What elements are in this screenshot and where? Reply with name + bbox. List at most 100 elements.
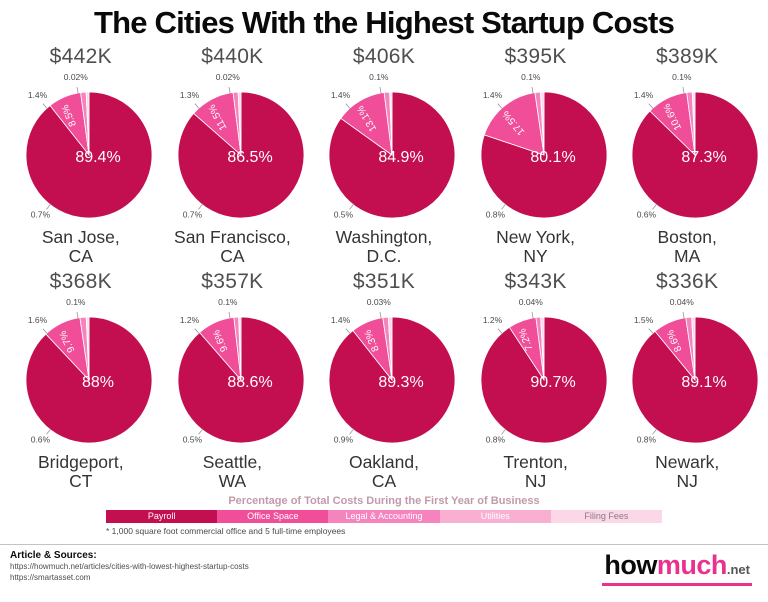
payroll-value-label: 89.3% — [379, 374, 424, 391]
filing-fees-value-label: 0.5% — [334, 209, 354, 219]
legend-segment-payroll: Payroll — [106, 509, 218, 523]
label-tick — [349, 203, 355, 210]
pie-cell: $357K 88.6% 9.6% 1.2% 0.1% 0.5% Seattle, WA — [157, 266, 309, 491]
filing-fees-value-label: 0.9% — [334, 434, 354, 444]
payroll-value-label: 86.5% — [227, 149, 272, 166]
utilities-value-label: 0.04% — [519, 297, 544, 307]
pie-cell: $343K 90.7% 7.2% 1.2% 0.04% 0.8% Trenton, NJ — [460, 266, 612, 491]
pie-slice-filing-fees — [388, 316, 393, 380]
legal-accounting-value-label: 1.4% — [331, 90, 351, 100]
legend-bar: Payroll Office Space Legal & Accounting Uti… — [106, 509, 663, 523]
payroll-value-label: 88.6% — [227, 374, 272, 391]
utilities-value-label: 0.1% — [521, 72, 541, 82]
filing-fees-value-label: 0.7% — [182, 209, 202, 219]
utilities-value-label: 0.1% — [218, 297, 238, 307]
pie-chart: 84.9%13.1%1.4%0.1%0.5% — [328, 72, 456, 219]
filing-fees-value-label: 0.8% — [485, 209, 505, 219]
legal-accounting-value-label: 1.6% — [28, 315, 48, 325]
payroll-value-label: 87.3% — [682, 149, 727, 166]
label-tick — [349, 428, 355, 435]
city-name: Trenton, NJ — [503, 451, 568, 491]
pie-cell: $368K 88% 9.7% 1.6% 0.1% 0.6% Bridgeport, CT — [5, 266, 157, 491]
label-tick — [197, 428, 203, 435]
source-link[interactable]: https://howmuch.net/articles/cities-with… — [10, 561, 249, 571]
total-cost-label: $406K — [352, 45, 416, 68]
pie-cell: $389K 87.3% 10.6% 1.4% 0.1% 0.6% Boston, MA — [611, 41, 763, 266]
total-cost-label: $389K — [656, 45, 719, 68]
city-name: Seattle, WA — [202, 451, 263, 491]
city-name: Newark, NJ — [655, 451, 720, 491]
filing-fees-value-label: 0.6% — [31, 434, 51, 444]
label-tick — [531, 86, 534, 94]
city-name: Washington, D.C. — [335, 227, 433, 266]
payroll-value-label: 80.1% — [530, 149, 575, 166]
logo-part-much: much — [656, 549, 728, 580]
total-cost-label: $440K — [201, 45, 264, 68]
payroll-value-label: 89.1% — [682, 374, 727, 391]
pie-chart: 88.6%9.6%1.2%0.1%0.5% — [177, 297, 304, 444]
legal-accounting-value-label: 1.4% — [483, 90, 503, 100]
legal-accounting-value-label: 1.4% — [28, 90, 48, 100]
legal-accounting-value-label: 1.3% — [179, 90, 199, 100]
label-tick — [682, 86, 685, 94]
utilities-value-label: 0.04% — [670, 297, 695, 307]
pie-slice-filing-fees — [692, 91, 696, 156]
pie-slice-filing-fees — [389, 91, 393, 156]
pie-slice-filing-fees — [540, 91, 545, 156]
footnote: * 1,000 square foot commercial office an… — [106, 525, 346, 536]
total-cost-label: $357K — [201, 269, 264, 293]
pie-chart: 86.5%11.5%1.3%0.02%0.7% — [177, 72, 304, 219]
label-tick — [345, 328, 351, 334]
label-tick — [345, 103, 351, 110]
logo-part-how: how — [604, 549, 657, 580]
pie-grid: $442K 89.4% 8.5% 1.4% 0.02% 0.7% San Jose, CA $4… — [0, 41, 768, 491]
city-name: New York, NY — [496, 227, 575, 266]
payroll-value-label: 90.7% — [530, 374, 575, 391]
sources-list: https://howmuch.net/articles/cities-with… — [10, 561, 249, 584]
label-tick — [497, 103, 503, 110]
infographic: The Cities With the Highest Startup Cost… — [0, 5, 768, 586]
label-tick — [652, 203, 658, 210]
legend-title: Percentage of Total Costs During the Fir… — [228, 494, 540, 507]
pie-chart: 88%9.7%1.6%0.1%0.6% — [25, 297, 153, 444]
label-tick — [648, 328, 655, 334]
pie-chart: 89.4%8.5%1.4%0.02%0.7% — [25, 72, 153, 219]
label-tick — [228, 311, 231, 319]
pie-chart: 80.1%17.5%1.4%0.1%0.8% — [480, 72, 608, 219]
label-tick — [46, 428, 52, 435]
total-cost-label: $336K — [656, 269, 719, 293]
legend-segment-filing-fees: Filing Fees — [550, 509, 663, 523]
pie-slice-filing-fees — [85, 91, 90, 156]
label-tick — [228, 86, 231, 94]
sources-block: Article & Sources: https://howmuch.net/a… — [10, 550, 249, 584]
page-title: The Cities With the Highest Startup Cost… — [93, 5, 675, 40]
filing-fees-value-label: 0.5% — [182, 434, 202, 444]
filing-fees-value-label: 0.7% — [31, 209, 51, 219]
filing-fees-value-label: 0.8% — [637, 434, 657, 444]
legal-accounting-value-label: 1.4% — [331, 315, 351, 325]
utilities-value-label: 0.02% — [64, 72, 89, 82]
source-link[interactable]: https://smartasset.com — [10, 573, 91, 583]
label-tick — [379, 311, 382, 319]
pie-cell: $406K 84.9% 13.1% 1.4% 0.1% 0.5% Washington, D.… — [308, 41, 460, 266]
pie-slice-filing-fees — [691, 316, 696, 380]
payroll-value-label: 88% — [82, 374, 114, 391]
label-tick — [194, 328, 200, 334]
city-name: Bridgeport, CT — [37, 451, 124, 491]
legend-segment-legal-accounting: Legal & Accounting — [328, 509, 440, 523]
pie-cell: $442K 89.4% 8.5% 1.4% 0.02% 0.7% San Jose, CA — [5, 41, 157, 266]
filing-fees-value-label: 0.8% — [485, 434, 505, 444]
logo-wordmark: howmuch — [604, 550, 727, 580]
pie-chart: 89.3%8.3%1.4%0.03%0.9% — [328, 297, 456, 444]
howmuch-logo[interactable]: howmuch.net — [602, 550, 752, 586]
label-tick — [197, 203, 203, 210]
label-tick — [500, 428, 506, 435]
utilities-value-label: 0.02% — [215, 72, 240, 82]
pie-cell: $395K 80.1% 17.5% 1.4% 0.1% 0.8% New York, NY — [460, 41, 612, 266]
pie-chart: 90.7%7.2%1.2%0.04%0.8% — [480, 297, 608, 444]
utilities-value-label: 0.1% — [672, 72, 692, 82]
label-tick — [76, 311, 79, 319]
total-cost-label: $343K — [504, 269, 567, 293]
label-tick — [500, 203, 506, 210]
filing-fees-value-label: 0.6% — [637, 209, 657, 219]
